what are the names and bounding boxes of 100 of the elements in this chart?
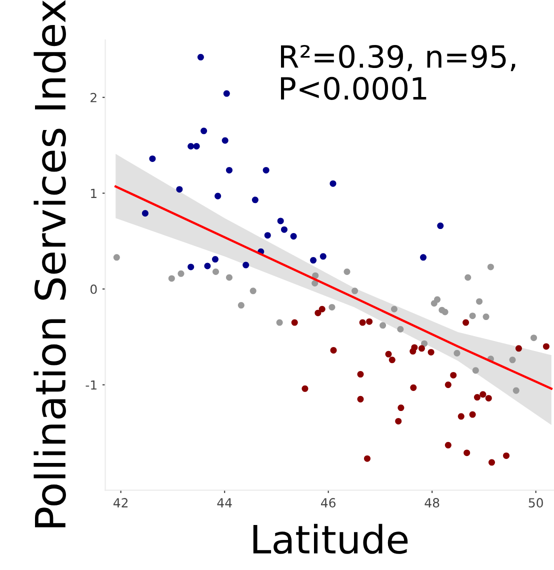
point (395, 418, 402, 424)
point (442, 308, 448, 316)
point (430, 300, 438, 307)
point (421, 340, 428, 347)
point (330, 347, 337, 354)
point (488, 459, 496, 466)
point (364, 455, 370, 462)
point (197, 54, 204, 60)
y-tick-label: -1 (86, 380, 96, 390)
point (310, 257, 317, 264)
point (312, 272, 319, 279)
point (262, 166, 270, 174)
point (472, 367, 479, 374)
point (458, 413, 464, 420)
point (385, 350, 392, 358)
point (238, 302, 244, 309)
point (204, 262, 211, 270)
x-tick-label: 44 (217, 498, 232, 508)
point (276, 319, 283, 326)
y-tick-label: 0 (90, 284, 97, 294)
point (357, 396, 364, 402)
point (168, 275, 175, 282)
point (476, 298, 483, 305)
point (482, 314, 490, 320)
point (542, 343, 550, 350)
point (250, 288, 256, 294)
point (503, 452, 510, 459)
point (352, 288, 358, 294)
point (242, 262, 250, 268)
point (454, 350, 460, 356)
point (487, 264, 494, 270)
point (328, 304, 336, 310)
point (214, 192, 222, 200)
point (302, 385, 308, 392)
point (222, 137, 228, 144)
point (176, 186, 183, 193)
point (314, 310, 322, 316)
point (462, 319, 470, 326)
point (212, 256, 218, 263)
point (485, 394, 492, 402)
point (318, 306, 326, 312)
point (178, 270, 184, 277)
annotation: R²=0.39, n=95, P<0.0001 (281, 44, 516, 100)
point (515, 345, 522, 352)
point (469, 411, 476, 418)
point (530, 334, 538, 342)
point (428, 348, 434, 356)
point (380, 322, 386, 329)
point (312, 280, 318, 287)
point (420, 254, 427, 261)
point (480, 391, 486, 398)
point (509, 356, 516, 364)
x-tick-label: 50 (528, 498, 543, 508)
point (142, 210, 148, 217)
point (149, 155, 156, 162)
point (344, 268, 350, 276)
point (280, 226, 288, 233)
point (464, 274, 472, 281)
point (188, 264, 194, 270)
y-tick-label: 1 (91, 188, 96, 198)
point (226, 274, 233, 281)
y-tick-label: 2 (90, 92, 96, 102)
point (357, 371, 364, 378)
point (411, 344, 418, 351)
point (410, 384, 417, 391)
point (252, 196, 258, 204)
point (330, 180, 336, 187)
point (390, 306, 398, 312)
point (474, 394, 480, 401)
point (226, 166, 233, 174)
point (366, 318, 373, 325)
point (418, 345, 425, 352)
point (200, 128, 208, 134)
x-tick-label: 42 (113, 498, 128, 508)
point (450, 372, 457, 378)
x-axis-title: Latitude (253, 524, 408, 554)
y-axis-title: Pollination Services Index (34, 0, 66, 528)
point (469, 312, 476, 320)
point (444, 442, 452, 448)
point (512, 387, 520, 394)
point (113, 254, 120, 261)
point (188, 142, 194, 150)
point (437, 222, 444, 230)
point (388, 356, 396, 364)
point (464, 450, 470, 456)
x-tick-label: 46 (320, 498, 336, 508)
point (444, 382, 452, 388)
point (290, 233, 297, 240)
point (264, 232, 271, 239)
x-tick-label: 48 (424, 498, 440, 508)
point (398, 404, 404, 412)
point (212, 268, 220, 276)
line-series (114, 185, 553, 390)
point (320, 253, 326, 260)
point (277, 218, 284, 224)
point (291, 319, 298, 326)
point (193, 142, 200, 150)
point (397, 326, 404, 332)
point (223, 90, 230, 97)
point (359, 319, 366, 326)
